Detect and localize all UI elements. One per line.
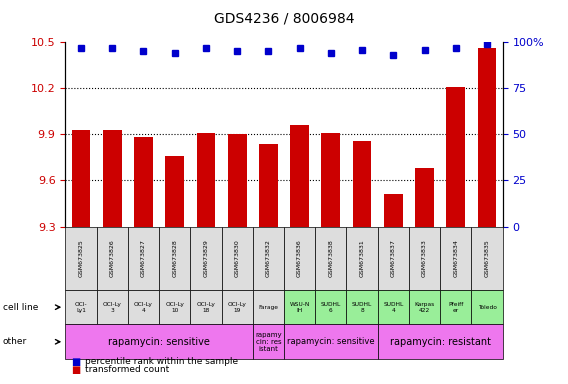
Text: rapamycin: sensitive: rapamycin: sensitive — [287, 337, 375, 346]
Bar — [384, 194, 403, 384]
Text: Karpas
422: Karpas 422 — [415, 302, 435, 313]
Text: GSM673832: GSM673832 — [266, 239, 271, 277]
Text: GSM673838: GSM673838 — [328, 239, 333, 277]
Text: rapamycin: resistant: rapamycin: resistant — [390, 337, 491, 347]
Text: percentile rank within the sample: percentile rank within the sample — [85, 358, 239, 366]
Text: GSM673825: GSM673825 — [78, 239, 83, 277]
Text: OCI-
Ly1: OCI- Ly1 — [74, 302, 87, 313]
Text: GSM673830: GSM673830 — [235, 239, 240, 277]
Bar — [134, 137, 153, 384]
Text: GSM673826: GSM673826 — [110, 239, 115, 277]
Bar — [228, 134, 247, 384]
Text: GSM673828: GSM673828 — [172, 239, 177, 277]
Text: GSM673835: GSM673835 — [485, 239, 490, 277]
Text: OCI-Ly
19: OCI-Ly 19 — [228, 302, 247, 313]
Bar — [321, 133, 340, 384]
Text: OCI-Ly
3: OCI-Ly 3 — [103, 302, 122, 313]
Text: GSM673827: GSM673827 — [141, 239, 146, 277]
Text: GSM673836: GSM673836 — [297, 239, 302, 277]
Text: OCI-Ly
4: OCI-Ly 4 — [134, 302, 153, 313]
Text: GSM673829: GSM673829 — [203, 239, 208, 277]
Text: rapamy
cin: res
istant: rapamy cin: res istant — [255, 332, 282, 352]
Text: Toledo: Toledo — [478, 305, 496, 310]
Text: WSU-N
IH: WSU-N IH — [290, 302, 310, 313]
Text: ■: ■ — [71, 364, 80, 375]
Bar — [165, 156, 184, 384]
Bar — [290, 125, 309, 384]
Text: SUDHL
8: SUDHL 8 — [352, 302, 372, 313]
Text: GSM673833: GSM673833 — [422, 239, 427, 277]
Text: other: other — [3, 337, 27, 346]
Bar — [259, 144, 278, 384]
Text: cell line: cell line — [3, 303, 38, 312]
Text: transformed count: transformed count — [85, 365, 169, 374]
Text: OCI-Ly
10: OCI-Ly 10 — [165, 302, 184, 313]
Bar — [103, 130, 122, 384]
Text: ■: ■ — [71, 357, 80, 367]
Text: GSM673834: GSM673834 — [453, 239, 458, 277]
Bar — [478, 48, 496, 384]
Text: rapamycin: sensitive: rapamycin: sensitive — [108, 337, 210, 347]
Text: GDS4236 / 8006984: GDS4236 / 8006984 — [214, 12, 354, 25]
Bar — [197, 133, 215, 384]
Bar — [353, 141, 371, 384]
Bar — [72, 130, 90, 384]
Text: Pfeiff
er: Pfeiff er — [448, 302, 463, 313]
Bar — [415, 168, 434, 384]
Text: GSM673831: GSM673831 — [360, 239, 365, 277]
Text: OCI-Ly
18: OCI-Ly 18 — [197, 302, 215, 313]
Text: SUDHL
4: SUDHL 4 — [383, 302, 403, 313]
Text: GSM673837: GSM673837 — [391, 239, 396, 277]
Text: SUDHL
6: SUDHL 6 — [321, 302, 341, 313]
Text: Farage: Farage — [258, 305, 278, 310]
Bar — [446, 87, 465, 384]
